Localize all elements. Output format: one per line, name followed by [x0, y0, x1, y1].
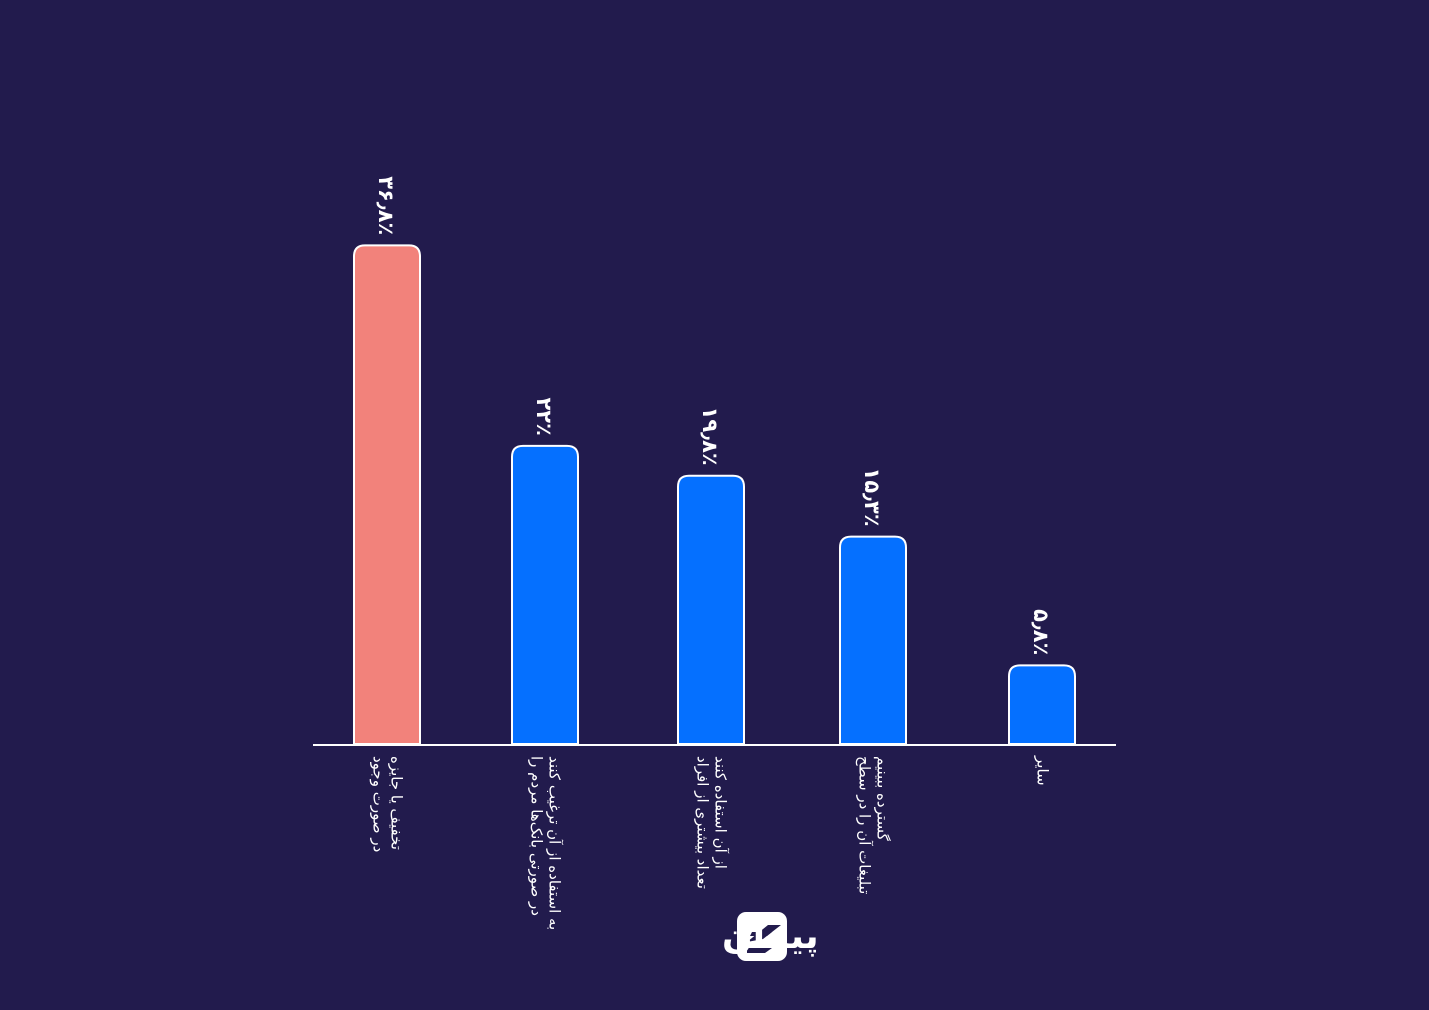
- bar-0: [353, 244, 421, 745]
- bar-4: [1008, 664, 1076, 745]
- category-label-2-line-0: تعداد بیشتری از افراد: [694, 756, 712, 889]
- category-labels-layer: در صورت وجود تخفیف یا جایزه در صورتی بانک‌…: [370, 755, 1052, 930]
- category-label-4-line-0: سایر: [1034, 755, 1052, 786]
- value-label-3: ۱۵٫۳٪: [860, 468, 884, 527]
- value-labels-layer: ۳۶٫۸٪ ۲۲٪ ۱۹٫۸٪ ۱۵٫۳٪ ۵٫۸٪: [374, 176, 1053, 655]
- category-label-3-line-1: گسترده ببینیم: [874, 756, 892, 842]
- category-label-0-line-1: تخفیف یا جایزه: [388, 756, 406, 850]
- bar-2: [677, 474, 745, 745]
- bar-1: [511, 444, 579, 745]
- brand-name: پیمان: [722, 916, 819, 957]
- payman-logo-icon: [737, 912, 787, 961]
- bars-layer: [353, 244, 1076, 745]
- value-label-0: ۳۶٫۸٪: [374, 176, 398, 235]
- value-label-1: ۲۲٪: [532, 397, 556, 435]
- category-label-2-line-1: از آن استفاده کنند: [712, 756, 730, 869]
- category-label-1-line-1: به استفاده از آن ترغیب کنند: [546, 756, 564, 930]
- category-label-1-line-0: در صورتی بانک‌ها مردم را: [528, 756, 546, 916]
- value-label-4: ۵٫۸٪: [1029, 609, 1053, 655]
- category-label-0-line-0: در صورت وجود: [370, 756, 388, 852]
- value-label-2: ۱۹٫۸٪: [698, 407, 722, 466]
- brand-logo: پیمان: [722, 912, 819, 961]
- bar-3: [839, 535, 907, 745]
- category-label-3-line-0: تبلیغات آن را در سطح: [856, 756, 874, 894]
